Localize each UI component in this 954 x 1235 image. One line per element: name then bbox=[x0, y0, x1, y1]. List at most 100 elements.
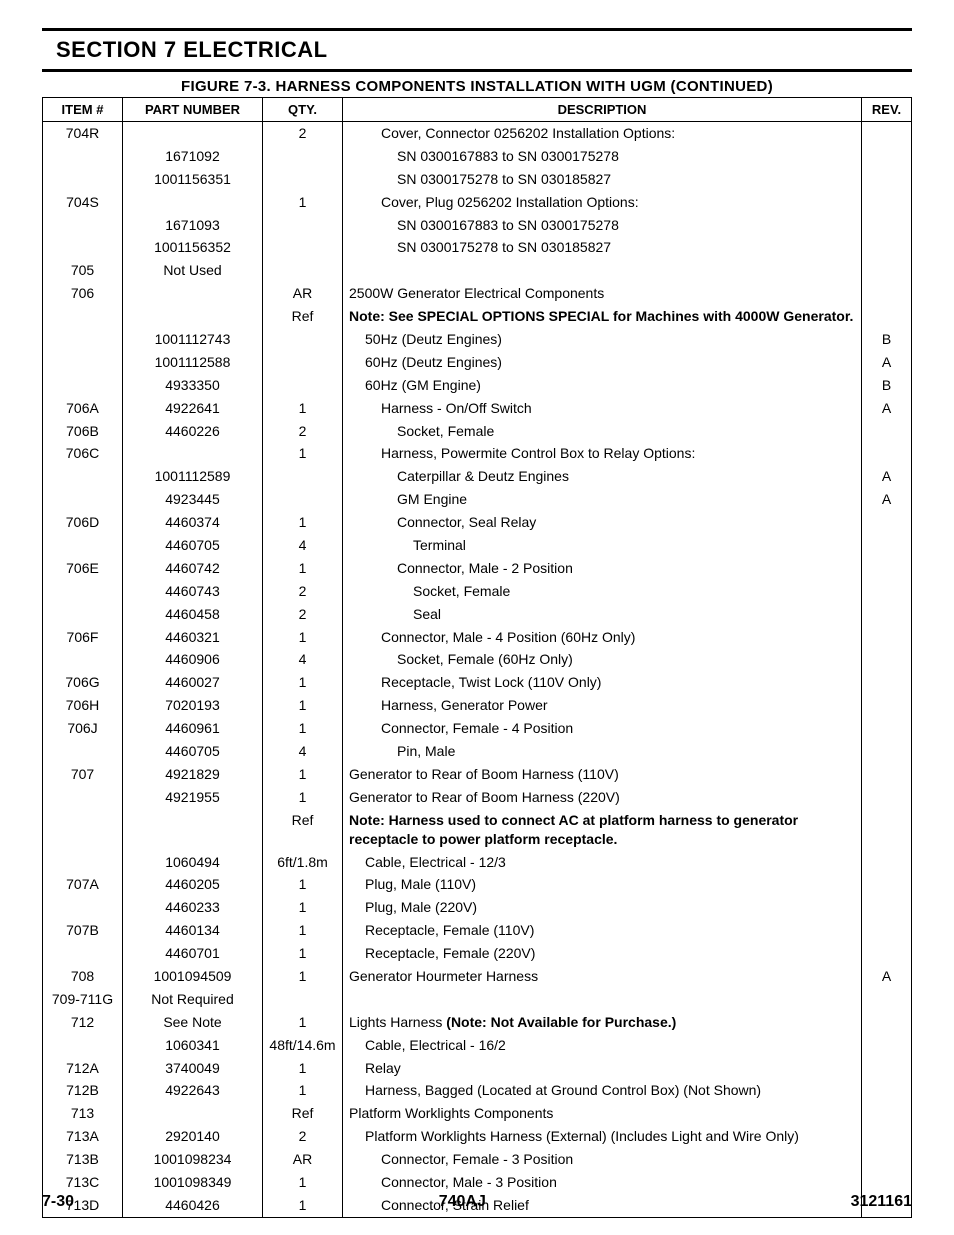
cell-part: 4460906 bbox=[123, 648, 263, 671]
cell-qty bbox=[263, 988, 343, 1011]
cell-part: 4923445 bbox=[123, 488, 263, 511]
table-row: 1671092SN 0300167883 to SN 0300175278 bbox=[43, 145, 912, 168]
cell-rev bbox=[862, 694, 912, 717]
cell-item: 713A bbox=[43, 1125, 123, 1148]
cell-item bbox=[43, 488, 123, 511]
cell-qty: 1 bbox=[263, 873, 343, 896]
cell-item: 706J bbox=[43, 717, 123, 740]
cell-rev bbox=[862, 1148, 912, 1171]
cell-qty: 1 bbox=[263, 1079, 343, 1102]
cell-part: 1671093 bbox=[123, 214, 263, 237]
cell-rev: B bbox=[862, 328, 912, 351]
cell-item: 706C bbox=[43, 442, 123, 465]
cell-desc: 50Hz (Deutz Engines) bbox=[343, 328, 862, 351]
cell-item bbox=[43, 305, 123, 328]
cell-qty: 6ft/1.8m bbox=[263, 851, 343, 874]
cell-qty: 1 bbox=[263, 896, 343, 919]
cell-qty: 1 bbox=[263, 1057, 343, 1080]
cell-part bbox=[123, 305, 263, 328]
table-row: 44607054Pin, Male bbox=[43, 740, 912, 763]
cell-item bbox=[43, 896, 123, 919]
cell-qty: 1 bbox=[263, 397, 343, 420]
cell-rev bbox=[862, 122, 912, 145]
cell-rev bbox=[862, 580, 912, 603]
cell-desc: Plug, Male (220V) bbox=[343, 896, 862, 919]
table-row: 44604582Seal bbox=[43, 603, 912, 626]
cell-qty bbox=[263, 488, 343, 511]
cell-rev: A bbox=[862, 351, 912, 374]
cell-qty: 48ft/14.6m bbox=[263, 1034, 343, 1057]
cell-qty: AR bbox=[263, 282, 343, 305]
cell-desc: Socket, Female bbox=[343, 420, 862, 443]
cell-part: Not Required bbox=[123, 988, 263, 1011]
cell-desc: Harness, Powermite Control Box to Relay … bbox=[343, 442, 862, 465]
cell-part: 1001156352 bbox=[123, 236, 263, 259]
cell-item: 709-711G bbox=[43, 988, 123, 1011]
cell-rev: B bbox=[862, 374, 912, 397]
cell-part: 4460743 bbox=[123, 580, 263, 603]
cell-rev bbox=[862, 896, 912, 919]
cell-item: 706D bbox=[43, 511, 123, 534]
cell-qty: 1 bbox=[263, 1171, 343, 1194]
table-row: 106034148ft/14.6mCable, Electrical - 16/… bbox=[43, 1034, 912, 1057]
cell-desc: Platform Worklights Components bbox=[343, 1102, 862, 1125]
cell-rev bbox=[862, 1171, 912, 1194]
table-row: 49219551Generator to Rear of Boom Harnes… bbox=[43, 786, 912, 809]
cell-rev bbox=[862, 851, 912, 874]
cell-rev bbox=[862, 1079, 912, 1102]
cell-item bbox=[43, 328, 123, 351]
cell-qty: 1 bbox=[263, 626, 343, 649]
cell-item: 706 bbox=[43, 282, 123, 305]
cell-qty bbox=[263, 214, 343, 237]
cell-desc: Pin, Male bbox=[343, 740, 862, 763]
col-item: ITEM # bbox=[43, 98, 123, 122]
table-row: 707B44601341Receptacle, Female (110V) bbox=[43, 919, 912, 942]
cell-rev bbox=[862, 557, 912, 580]
cell-part: 4922641 bbox=[123, 397, 263, 420]
cell-item bbox=[43, 168, 123, 191]
cell-rev bbox=[862, 603, 912, 626]
cell-desc: Cover, Connector 0256202 Installation Op… bbox=[343, 122, 862, 145]
cell-rev bbox=[862, 988, 912, 1011]
cell-desc: Connector, Male - 2 Position bbox=[343, 557, 862, 580]
cell-part: 4460705 bbox=[123, 534, 263, 557]
cell-rev bbox=[862, 282, 912, 305]
cell-item: 706H bbox=[43, 694, 123, 717]
cell-item: 713 bbox=[43, 1102, 123, 1125]
cell-part: 1060341 bbox=[123, 1034, 263, 1057]
table-row: 706D44603741Connector, Seal Relay bbox=[43, 511, 912, 534]
table-row: 100111258860Hz (Deutz Engines)A bbox=[43, 351, 912, 374]
table-row: 493335060Hz (GM Engine)B bbox=[43, 374, 912, 397]
cell-rev bbox=[862, 671, 912, 694]
cell-qty: 1 bbox=[263, 1011, 343, 1034]
cell-part: 1001094509 bbox=[123, 965, 263, 988]
cell-part: 1001098234 bbox=[123, 1148, 263, 1171]
cell-item bbox=[43, 351, 123, 374]
cell-rev bbox=[862, 717, 912, 740]
cell-item: 706E bbox=[43, 557, 123, 580]
table-row: 712A37400491Relay bbox=[43, 1057, 912, 1080]
cell-part: 1001112589 bbox=[123, 465, 263, 488]
cell-item: 712A bbox=[43, 1057, 123, 1080]
cell-qty bbox=[263, 259, 343, 282]
cell-rev bbox=[862, 236, 912, 259]
cell-desc: Connector, Seal Relay bbox=[343, 511, 862, 534]
cell-desc: Terminal bbox=[343, 534, 862, 557]
cell-item bbox=[43, 214, 123, 237]
table-row: 712See Note1Lights Harness (Note: Not Av… bbox=[43, 1011, 912, 1034]
table-row: 706H70201931Harness, Generator Power bbox=[43, 694, 912, 717]
cell-item: 712B bbox=[43, 1079, 123, 1102]
cell-desc: SN 0300175278 to SN 030185827 bbox=[343, 168, 862, 191]
cell-qty: 4 bbox=[263, 740, 343, 763]
cell-qty bbox=[263, 374, 343, 397]
cell-part: 1671092 bbox=[123, 145, 263, 168]
cell-desc: Harness, Bagged (Located at Ground Contr… bbox=[343, 1079, 862, 1102]
cell-rev bbox=[862, 191, 912, 214]
cell-part: 4460374 bbox=[123, 511, 263, 534]
cell-part: 1060494 bbox=[123, 851, 263, 874]
cell-part bbox=[123, 442, 263, 465]
col-desc: DESCRIPTION bbox=[343, 98, 862, 122]
cell-item: 704S bbox=[43, 191, 123, 214]
cell-desc: 60Hz (Deutz Engines) bbox=[343, 351, 862, 374]
cell-qty: 1 bbox=[263, 191, 343, 214]
